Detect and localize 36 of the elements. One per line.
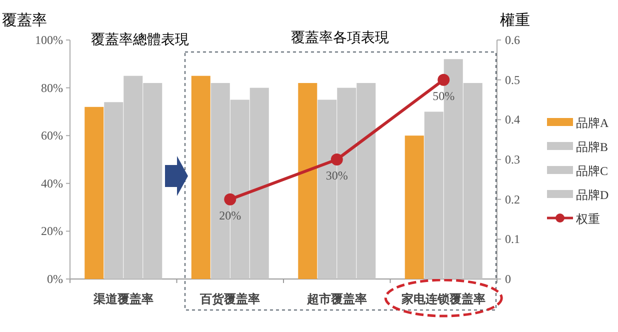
y-tick-label: 20%: [41, 224, 63, 238]
annotation: 覆蓋率各項表現: [291, 30, 389, 46]
x-tick-label: 渠道覆盖率: [92, 292, 154, 306]
data-label: 30%: [326, 168, 348, 182]
y2-tick-label: 0.1: [505, 232, 520, 246]
point: [438, 74, 450, 86]
y2-axis-title: 權重: [500, 11, 530, 29]
y-tick-label: 80%: [41, 80, 63, 95]
legend-label: 品牌A: [576, 116, 609, 130]
legend-label: 品牌D: [576, 188, 609, 202]
x-tick-label: 超市覆盖率: [306, 292, 367, 306]
y2-tick-label: 0.5: [505, 72, 520, 87]
y-tick-label: 0%: [47, 272, 63, 286]
y-tick-label: 40%: [41, 176, 63, 190]
point: [224, 193, 236, 206]
data-label: 50%: [432, 88, 455, 103]
y-tick-label: 60%: [41, 128, 63, 143]
annotation: 覆蓋率總體表現: [91, 32, 189, 48]
x-tick-label: 家电连锁覆盖率: [400, 292, 486, 306]
legend-label: 品牌C: [576, 164, 608, 178]
legend-label: 权重: [575, 212, 600, 226]
y2-tick-label: 0: [505, 272, 511, 286]
x-tick-label: 百货覆盖率: [199, 292, 260, 306]
y2-tick-label: 0.2: [505, 192, 520, 206]
y2-tick-label: 0.3: [505, 152, 520, 166]
y2-tick-label: 0.6: [505, 33, 520, 47]
bar: [298, 83, 318, 279]
y-tick-label: 100%: [35, 33, 63, 47]
y2-tick-label: 0.4: [505, 112, 520, 127]
y-axis-title: 覆蓋率: [2, 11, 47, 29]
legend-label: 品牌B: [576, 140, 608, 154]
bar: [191, 76, 210, 279]
bar: [84, 106, 104, 279]
point: [330, 154, 343, 166]
data-label: 20%: [219, 208, 242, 222]
bar: [404, 136, 424, 279]
